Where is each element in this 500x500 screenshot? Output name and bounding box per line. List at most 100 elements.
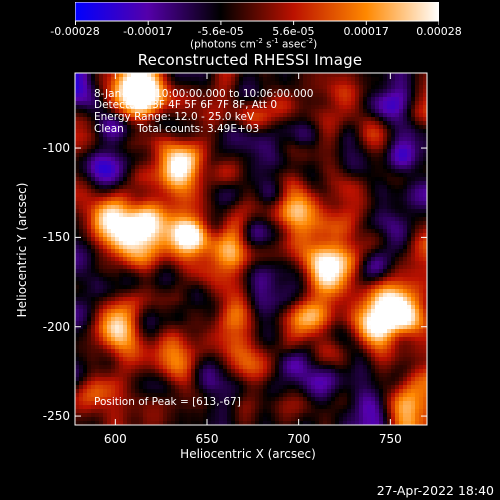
heatmap-cell (311, 197, 316, 202)
heatmap-cell (191, 241, 196, 246)
heatmap-cell (159, 125, 164, 130)
heatmap-cell (211, 193, 216, 198)
heatmap-cell (423, 265, 428, 270)
heatmap-cell (351, 77, 356, 82)
heatmap-cell (351, 281, 356, 286)
heatmap-cell (251, 273, 256, 278)
heatmap-cell (207, 249, 212, 254)
heatmap-cell (87, 173, 92, 178)
heatmap-cell (327, 225, 332, 230)
heatmap-cell (311, 93, 316, 98)
heatmap-cell (127, 281, 132, 286)
heatmap-cell (267, 293, 272, 298)
heatmap-cell (211, 177, 216, 182)
heatmap-cell (283, 237, 288, 242)
heatmap-cell (323, 201, 328, 206)
heatmap-cell (231, 245, 236, 250)
heatmap-cell (155, 93, 160, 98)
heatmap-cell (107, 213, 112, 218)
heatmap-cell (279, 281, 284, 286)
heatmap-cell (263, 189, 268, 194)
heatmap-cell (255, 73, 260, 78)
heatmap-cell (159, 257, 164, 262)
heatmap-cell (371, 105, 376, 110)
heatmap-cell (87, 233, 92, 238)
heatmap-cell (147, 245, 152, 250)
heatmap-cell (347, 289, 352, 294)
heatmap-cell (415, 285, 420, 290)
heatmap-cell (359, 157, 364, 162)
heatmap-cell (319, 145, 324, 150)
heatmap-cell (279, 189, 284, 194)
heatmap-cell (355, 101, 360, 106)
heatmap-cell (171, 161, 176, 166)
heatmap-cell (171, 261, 176, 266)
heatmap-cell (103, 277, 108, 282)
heatmap-cell (199, 173, 204, 178)
heatmap-cell (283, 161, 288, 166)
heatmap-cell (367, 221, 372, 226)
heatmap-cell (131, 209, 136, 214)
heatmap-cell (367, 177, 372, 182)
heatmap-cell (283, 137, 288, 142)
heatmap-cell (111, 145, 116, 150)
heatmap-cell (183, 197, 188, 202)
heatmap-cell (395, 197, 400, 202)
heatmap-cell (415, 105, 420, 110)
heatmap-cell (411, 257, 416, 262)
heatmap-cell (83, 97, 88, 102)
heatmap-cell (223, 277, 228, 282)
heatmap-cell (83, 117, 88, 122)
heatmap-cell (135, 189, 140, 194)
heatmap-cell (395, 213, 400, 218)
heatmap-cell (323, 113, 328, 118)
heatmap-cell (423, 229, 428, 234)
heatmap-cell (259, 293, 264, 298)
heatmap-cell (231, 85, 236, 90)
heatmap-cell (311, 117, 316, 122)
heatmap-cell (367, 117, 372, 122)
heatmap-cell (163, 165, 168, 170)
heatmap-cell (415, 185, 420, 190)
heatmap-cell (167, 285, 172, 290)
heatmap-cell (171, 105, 176, 110)
heatmap-cell (395, 253, 400, 258)
heatmap-cell (379, 101, 384, 106)
heatmap-cell (123, 157, 128, 162)
heatmap-cell (143, 149, 148, 154)
heatmap-cell (239, 113, 244, 118)
heatmap-cell (175, 85, 180, 90)
heatmap-cell (395, 193, 400, 198)
heatmap-cell (415, 269, 420, 274)
heatmap-cell (255, 189, 260, 194)
heatmap-cell (355, 145, 360, 150)
heatmap-cell (147, 269, 152, 274)
heatmap-cell (127, 201, 132, 206)
heatmap-cell (303, 97, 308, 102)
heatmap-cell (319, 257, 324, 262)
heatmap-cell (271, 141, 276, 146)
heatmap-cell (131, 109, 136, 114)
heatmap-cell (387, 217, 392, 222)
heatmap-cell (127, 293, 132, 298)
heatmap-cell (75, 157, 80, 162)
heatmap-cell (215, 293, 220, 298)
heatmap-cell (131, 153, 136, 158)
heatmap-cell (171, 193, 176, 198)
heatmap-cell (87, 133, 92, 138)
heatmap-cell (387, 137, 392, 142)
heatmap-cell (303, 129, 308, 134)
heatmap-cell (375, 125, 380, 130)
heatmap-cell (339, 273, 344, 278)
heatmap-cell (287, 121, 292, 126)
heatmap-cell (111, 201, 116, 206)
heatmap-cell (135, 113, 140, 118)
heatmap-cell (135, 93, 140, 98)
heatmap-cell (263, 169, 268, 174)
heatmap-cell (279, 109, 284, 114)
heatmap-cell (291, 141, 296, 146)
heatmap-cell (283, 177, 288, 182)
heatmap-cell (79, 85, 84, 90)
heatmap-cell (207, 113, 212, 118)
heatmap-cell (295, 105, 300, 110)
